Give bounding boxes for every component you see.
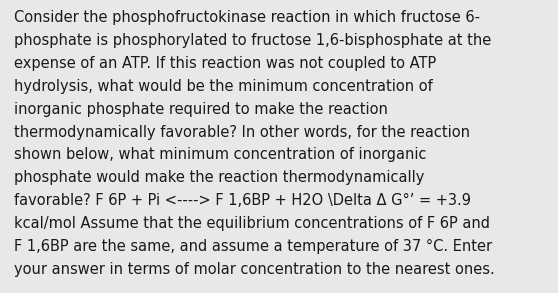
Text: thermodynamically favorable? In other words, for the reaction: thermodynamically favorable? In other wo… xyxy=(14,125,470,139)
Text: F 1,6BP are the same, and assume a temperature of 37 °C. Enter: F 1,6BP are the same, and assume a tempe… xyxy=(14,239,492,254)
Text: kcal/mol Assume that the equilibrium concentrations of F 6P and: kcal/mol Assume that the equilibrium con… xyxy=(14,216,490,231)
Text: favorable? F 6P + Pi <----> F 1,6BP + H2O \Delta Δ G°’ = +3.9: favorable? F 6P + Pi <----> F 1,6BP + H2… xyxy=(14,193,471,208)
Text: expense of an ATP. If this reaction was not coupled to ATP: expense of an ATP. If this reaction was … xyxy=(14,56,436,71)
Text: hydrolysis, what would be the minimum concentration of: hydrolysis, what would be the minimum co… xyxy=(14,79,433,94)
Text: Consider the phosphofructokinase reaction in which fructose 6-: Consider the phosphofructokinase reactio… xyxy=(14,10,480,25)
Text: your answer in terms of molar concentration to the nearest ones.: your answer in terms of molar concentrat… xyxy=(14,262,495,277)
Text: phosphate is phosphorylated to fructose 1,6-bisphosphate at the: phosphate is phosphorylated to fructose … xyxy=(14,33,491,48)
Text: phosphate would make the reaction thermodynamically: phosphate would make the reaction thermo… xyxy=(14,171,425,185)
Text: inorganic phosphate required to make the reaction: inorganic phosphate required to make the… xyxy=(14,102,388,117)
Text: shown below, what minimum concentration of inorganic: shown below, what minimum concentration … xyxy=(14,147,426,163)
